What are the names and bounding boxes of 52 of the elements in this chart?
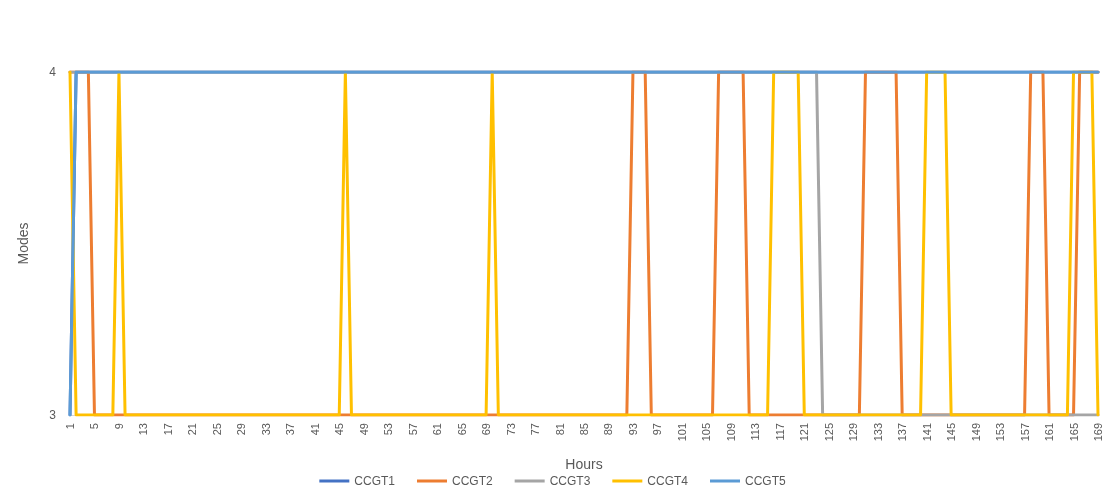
x-tick-label: 57 <box>406 423 419 436</box>
x-tick-label: 125 <box>822 423 835 442</box>
x-tick-label: 81 <box>553 423 566 436</box>
x-tick-label: 93 <box>626 423 639 436</box>
x-tick-label: 121 <box>798 423 811 442</box>
x-tick-label: 117 <box>773 423 786 441</box>
x-tick-label: 21 <box>186 423 199 436</box>
x-tick-label: 161 <box>1043 423 1056 442</box>
x-tick-label: 45 <box>333 423 346 436</box>
x-tick-label: 41 <box>308 423 321 436</box>
x-tick-label: 73 <box>504 423 517 436</box>
x-tick-label: 89 <box>602 423 615 436</box>
legend-label: CCGT1 <box>354 474 396 488</box>
y-tick-label: 3 <box>49 408 57 422</box>
x-tick-label: 49 <box>357 423 370 436</box>
x-tick-label: 165 <box>1067 423 1080 442</box>
x-tick-label: 29 <box>235 423 248 436</box>
x-tick-label: 25 <box>210 423 223 436</box>
legend-label: CCGT2 <box>452 474 493 488</box>
x-axis-title: Hours <box>565 456 603 472</box>
x-tick-label: 65 <box>455 423 468 436</box>
x-tick-label: 129 <box>847 423 860 442</box>
legend-label: CCGT5 <box>745 474 786 488</box>
legend-label: CCGT4 <box>647 474 689 488</box>
x-tick-label: 101 <box>675 423 688 442</box>
x-tick-label: 13 <box>137 423 150 436</box>
x-tick-label: 1 <box>64 423 76 430</box>
x-tick-label: 53 <box>382 423 395 436</box>
x-tick-label: 97 <box>651 423 664 436</box>
x-tick-label: 113 <box>749 423 762 441</box>
x-tick-label: 153 <box>994 423 1007 442</box>
x-tick-label: 105 <box>700 423 713 442</box>
x-tick-label: 5 <box>88 423 101 430</box>
x-tick-label: 133 <box>871 423 884 442</box>
x-tick-label: 85 <box>578 423 590 436</box>
y-tick-label: 4 <box>49 65 57 79</box>
x-tick-label: 77 <box>529 423 542 436</box>
x-tick-label: 61 <box>431 423 444 436</box>
x-tick-label: 137 <box>896 423 909 442</box>
x-tick-label: 109 <box>724 423 737 442</box>
x-tick-label: 33 <box>259 423 272 436</box>
x-tick-label: 169 <box>1092 423 1104 442</box>
x-tick-label: 145 <box>945 423 958 442</box>
x-tick-label: 37 <box>284 423 297 436</box>
x-tick-label: 17 <box>161 423 174 436</box>
x-tick-label: 69 <box>480 423 493 436</box>
x-tick-label: 149 <box>969 423 982 442</box>
x-tick-label: 141 <box>920 423 933 442</box>
x-tick-label: 157 <box>1018 423 1031 442</box>
legend-label: CCGT3 <box>549 474 591 488</box>
x-tick-label: 9 <box>112 423 125 430</box>
y-axis-title: Modes <box>15 222 31 265</box>
